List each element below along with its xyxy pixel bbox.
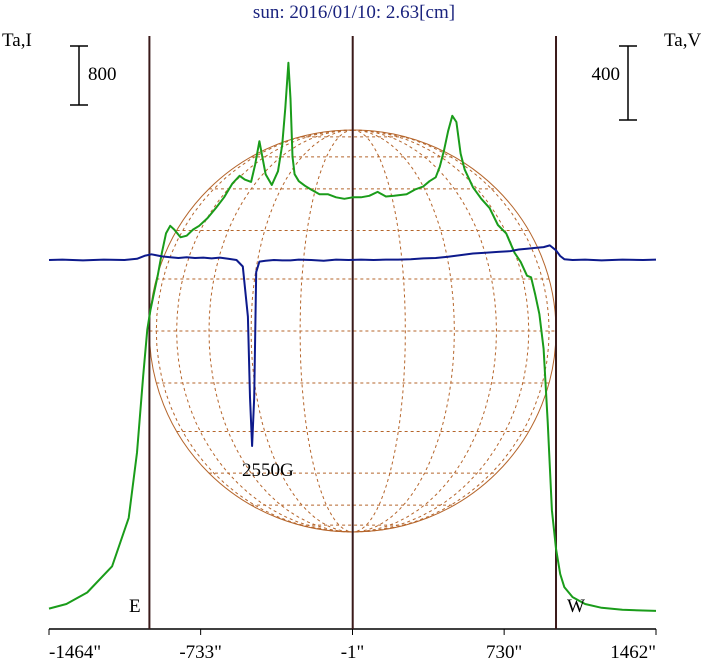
left-axis-label: Ta,I xyxy=(2,30,32,51)
right-scale-bar-label: 400 xyxy=(592,64,621,85)
text-layer: -1464" -733" -1" 730" 1462" 800 400 E W 2550G xyxy=(49,64,656,662)
x-tick-label: 730" xyxy=(486,642,522,662)
polarization-series-line xyxy=(48,244,657,447)
west-limb-label: W xyxy=(567,596,585,617)
longitude-line xyxy=(352,129,550,533)
longitude-line xyxy=(352,129,498,533)
x-tick-label: -1" xyxy=(341,642,365,662)
longitude-line xyxy=(352,129,455,533)
left-scale-bar-label: 800 xyxy=(88,64,117,85)
longitude-line xyxy=(299,129,353,533)
east-limb-label: E xyxy=(129,596,141,617)
x-tick-label: -733" xyxy=(179,642,222,662)
right-axis-label: Ta,V xyxy=(664,30,702,51)
plot-frame xyxy=(48,36,657,635)
x-tick-label: 1462" xyxy=(610,642,656,662)
intensity-series-line xyxy=(48,61,657,612)
longitude-line xyxy=(176,129,353,533)
series-layer xyxy=(48,61,657,612)
longitude-line xyxy=(352,129,406,533)
longitude-line xyxy=(250,129,353,533)
longitude-line xyxy=(155,129,353,533)
field-strength-annotation: 2550G xyxy=(242,460,294,481)
x-tick-label: -1464" xyxy=(49,642,101,662)
longitude-line xyxy=(352,129,530,533)
chart-title: sun: 2016/01/10: 2.63[cm] xyxy=(252,2,456,23)
